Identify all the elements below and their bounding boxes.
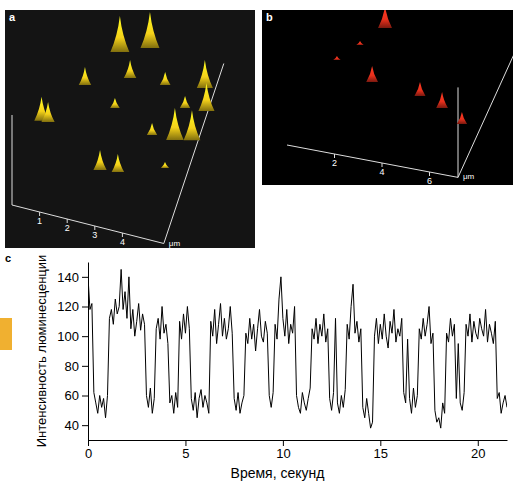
figure: 1 2 3 4 μm a 2 4 6 μm b 0 5 10 15 20 40 60 80 100 120 140 Врем… [0,0,518,489]
x-axis: 0 5 10 15 20 [85,440,508,461]
intensity-line [88,269,507,428]
tick-mark [380,440,381,446]
tick-mark [185,440,186,446]
panel-a: 1 2 3 4 μm a [5,10,255,248]
panel-letter: a [9,11,16,23]
peak [79,67,91,85]
tick-label: 100 [57,329,79,344]
panel-background [262,10,513,185]
tick-label: 15 [374,446,388,461]
peak [197,60,213,88]
axis-unit: μm [169,239,181,248]
tick-label: 120 [57,299,79,314]
y-axis-line [164,64,224,244]
peak [436,92,448,108]
tick-label: 40 [65,418,79,433]
y-axis-line [458,45,513,177]
panel-c: 0 5 10 15 20 40 60 80 100 120 140 Время, секунд Инте… [0,252,508,481]
tick-label: 20 [471,446,485,461]
z-axis-line [458,87,459,177]
peak [333,56,340,60]
tick-mark [82,425,88,426]
floor-axes [12,64,224,244]
x-axis-line [287,145,458,177]
tick-mark [82,366,88,367]
peak [356,41,363,45]
tick-label: 0 [85,446,92,461]
peak [160,72,171,85]
tick: 120 [57,299,88,314]
floor-axes [287,45,513,177]
tick-label: 60 [65,388,79,403]
peak [147,123,157,135]
panel-letter: b [266,11,273,23]
tick: 5 [182,440,189,461]
peak [180,96,190,108]
tick-mark [283,440,284,446]
panel-b: 2 4 6 μm b [262,6,518,186]
x-axis-title: Время, секунд [231,465,325,481]
tick: 15 [374,440,388,461]
y-axis-title: Интенсивность люминесценции [34,255,49,448]
tick-label: 4 [379,167,384,177]
peak [112,154,124,172]
peak [378,10,392,28]
peak [414,82,425,96]
peak [41,102,54,122]
tick-label: 2 [332,158,337,168]
tick: 100 [57,329,88,344]
z-axis-line [12,115,13,205]
tick-mark [82,396,88,397]
tick: 80 [65,358,88,373]
y-axis-line [88,263,89,441]
side-tab [0,318,12,350]
tick-label: 80 [65,358,79,373]
peak [93,150,106,170]
tick-label: 2 [65,223,70,233]
figure-svg: 1 2 3 4 μm a 2 4 6 μm b 0 5 10 15 20 40 60 80 100 120 140 Врем… [0,0,518,489]
tick: 10 [276,440,290,461]
tick-mark [82,336,88,337]
x-axis-line [12,205,164,244]
tick-label: 140 [57,269,79,284]
tick: 0 [85,440,92,461]
tick: 20 [471,440,485,461]
tick-mark [88,440,89,446]
peaks [333,10,467,124]
peak [457,112,467,124]
peak [110,98,120,108]
peak [140,12,159,48]
peak [161,162,169,168]
peak [110,16,129,52]
tick: 40 [65,418,88,433]
panel-background [5,10,255,248]
tick-label: 1 [37,216,42,226]
tick-label: 6 [427,176,432,186]
tick-label: 4 [120,237,125,247]
panel-letter: c [5,252,11,264]
tick-label: 5 [182,446,189,461]
peak [124,60,136,78]
tick-mark [478,440,479,446]
tick-mark [82,277,88,278]
axis-unit: μm [463,172,475,181]
tick-mark [82,307,88,308]
tick: 140 [57,269,88,284]
tick-label: 3 [92,230,97,240]
peak [366,66,378,82]
peak [184,110,201,140]
tick-label: 10 [276,446,290,461]
y-axis: 40 60 80 100 120 140 [57,263,88,441]
tick: 60 [65,388,88,403]
peak [166,108,184,140]
peak [198,83,214,111]
peaks [34,12,214,172]
plot-area [88,269,507,428]
x-axis-line [89,440,508,441]
